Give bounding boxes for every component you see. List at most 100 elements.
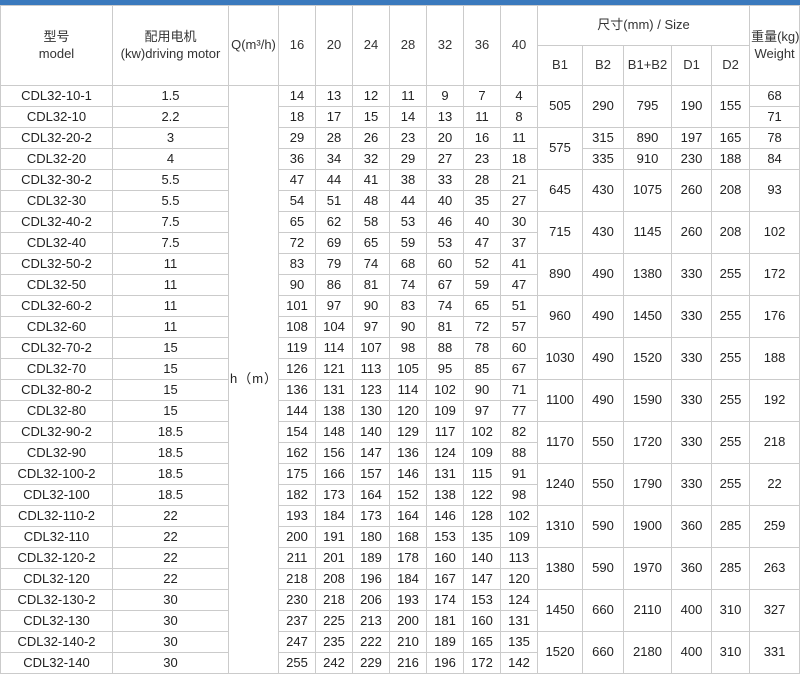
flow-value-cell: 148 [315,421,353,443]
flow-value-cell: 102 [500,505,538,527]
flow-value-cell: 54 [278,190,316,212]
flow-value-cell: 23 [463,148,501,170]
flow-value-cell: 47 [463,232,501,254]
flow-value-cell: 237 [278,610,316,632]
flow-value-cell: 88 [500,442,538,464]
b1-cell: 1310 [537,505,583,548]
flow-value-cell: 201 [315,547,353,569]
flow-value-cell: 189 [426,631,464,653]
model-label-zh: 型号 [43,29,70,45]
flow-value-cell: 90 [352,295,390,317]
model-cell: CDL32-140 [0,652,113,674]
col-header-d2: D2 [710,45,751,86]
flow-value-cell: 68 [389,253,427,275]
flow-value-cell: 53 [389,211,427,233]
b2-cell: 590 [582,547,624,590]
d2-cell: 285 [710,547,751,590]
b2-cell: 335 [582,148,624,170]
weight-cell: 71 [749,106,800,128]
table-body: CDL32-10-1 1.5 h（m） 14 13 12 11 9 7 4 505 290 795 190… [0,85,800,674]
weight-cell: 188 [749,337,800,380]
flow-value-cell: 20 [426,127,464,149]
table-row: CDL32-60 11 108 104 97 90 81 72 57 [0,316,800,338]
flow-value-cell: 47 [500,274,538,296]
flow-value-cell: 136 [389,442,427,464]
table-row: CDL32-140 30 255 242 229 216 196 172 142 [0,652,800,674]
flow-value-cell: 206 [352,589,390,611]
d1-cell: 230 [671,148,712,170]
flow-value-cell: 131 [315,379,353,401]
flow-value-cell: 160 [426,547,464,569]
flow-value-cell: 156 [315,442,353,464]
d2-cell: 255 [710,295,751,338]
flow-value-cell: 41 [352,169,390,191]
d2-cell: 255 [710,379,751,422]
flow-value-cell: 90 [389,316,427,338]
motor-power-cell: 30 [112,652,229,674]
b1-cell: 890 [537,253,583,296]
table-row: CDL32-130-2 30 230 218 206 193 174 153 124 1450 66… [0,589,800,632]
flow-value-cell: 11 [463,106,501,128]
flow-value-cell: 12 [352,85,390,107]
col-header-b1: B1 [537,45,583,86]
flow-value-cell: 167 [426,568,464,590]
flow-value-cell: 181 [426,610,464,632]
flow-value-cell: 168 [389,526,427,548]
motor-power-cell: 15 [112,379,229,401]
flow-value-cell: 83 [278,253,316,275]
flow-value-cell: 23 [389,127,427,149]
flow-value-cell: 146 [389,463,427,485]
flow-value-cell: 98 [389,337,427,359]
flow-value-cell: 41 [500,253,538,275]
d2-cell: 255 [710,337,751,380]
flow-value-cell: 172 [463,652,501,674]
b2-cell: 290 [582,85,624,128]
d1-cell: 360 [671,505,712,548]
flow-value-cell: 29 [278,127,316,149]
flow-value-cell: 26 [352,127,390,149]
flow-value-cell: 51 [315,190,353,212]
flow-value-cell: 196 [352,568,390,590]
col-header-model: 型号 model [0,5,113,86]
table-row: CDL32-120 22 218 208 196 184 167 147 120 [0,568,800,590]
weight-label-en: Weight [754,45,795,61]
model-cell: CDL32-120-2 [0,547,113,569]
d1-cell: 360 [671,547,712,590]
table-row: CDL32-40-2 7.5 65 62 58 53 46 40 30 715 430 1145 260… [0,211,800,254]
model-cell: CDL32-80 [0,400,113,422]
flow-value-cell: 109 [426,400,464,422]
d2-cell: 255 [710,253,751,296]
flow-value-cell: 14 [389,106,427,128]
d1-cell: 330 [671,463,712,506]
model-cell: CDL32-110-2 [0,505,113,527]
model-cell: CDL32-90-2 [0,421,113,443]
flow-value-cell: 44 [315,169,353,191]
flow-value-cell: 115 [463,463,501,485]
model-cell: CDL32-50-2 [0,253,113,275]
flow-value-cell: 180 [352,526,390,548]
b1-cell: 715 [537,211,583,254]
flow-value-cell: 211 [278,547,316,569]
flow-value-cell: 129 [389,421,427,443]
flow-value-cell: 36 [278,148,316,170]
d2-cell: 208 [710,211,751,254]
flow-value-cell: 210 [389,631,427,653]
pump-spec-table: 型号 model 配用电机 (kw)driving motor Q(m³/h) … [0,5,800,674]
d2-cell: 255 [710,421,751,464]
motor-label-en: (kw)driving motor [120,45,221,61]
d1-cell: 260 [671,169,712,212]
motor-power-cell: 5.5 [112,190,229,212]
flow-value-cell: 28 [463,169,501,191]
flow-value-cell: 164 [389,505,427,527]
flow-value-cell: 102 [426,379,464,401]
flow-value-cell: 218 [278,568,316,590]
col-header-q16: 16 [278,5,316,86]
flow-value-cell: 97 [315,295,353,317]
flow-value-cell: 83 [389,295,427,317]
table-row: CDL32-80 15 144 138 130 120 109 97 77 [0,400,800,422]
col-header-q20: 20 [315,5,353,86]
flow-value-cell: 47 [278,169,316,191]
flow-value-cell: 27 [500,190,538,212]
flow-value-cell: 81 [426,316,464,338]
weight-cell: 68 [749,85,800,107]
